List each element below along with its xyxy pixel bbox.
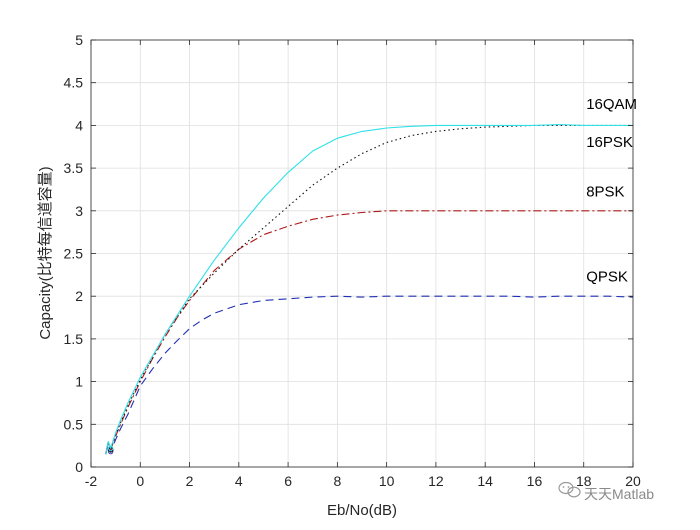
series-label-16qam: 16QAM: [586, 96, 637, 113]
x-tick-label: 20: [625, 473, 641, 489]
series-lines: [105, 123, 634, 455]
x-axis-title: Eb/No(dB): [327, 502, 397, 519]
y-axis-title: Capacity(比特每信道容量): [37, 166, 54, 339]
watermark-text: 天天Matlab: [584, 486, 654, 502]
series-line-qpsk: [105, 295, 634, 455]
y-tick-label: 3: [75, 203, 83, 219]
x-tick-label: 2: [186, 473, 194, 489]
x-tick-label: 12: [428, 473, 444, 489]
x-tick-label: 4: [235, 473, 243, 489]
y-tick-label: 4: [75, 117, 83, 133]
grid-lines: [90, 39, 634, 468]
x-tick-label: 16: [527, 473, 543, 489]
x-tick-label: -2: [85, 473, 98, 489]
series-start-marker-16qam: [108, 445, 114, 451]
series-label-16psk: 16PSK: [586, 134, 633, 151]
series-labels: 16QAM 16PSK 8PSK QPSK: [586, 96, 637, 286]
x-tick-label: 6: [284, 473, 292, 489]
series-line-16psk: [105, 124, 633, 454]
y-tick-label: 4.5: [64, 75, 84, 91]
series-line-8psk: [105, 210, 633, 454]
x-tick-label: 18: [576, 473, 592, 489]
series-label-8psk: 8PSK: [586, 183, 624, 200]
x-tick-label: 8: [333, 473, 341, 489]
y-tick-label: 2.5: [64, 246, 84, 262]
y-tick-label: 0: [75, 459, 83, 475]
series-label-qpsk: QPSK: [586, 269, 628, 286]
x-tick-label: 10: [379, 473, 395, 489]
y-tick-label: 3.5: [64, 160, 84, 176]
y-tick-label: 5: [75, 32, 83, 48]
y-tick-label: 2: [75, 288, 83, 304]
x-tick-label: 14: [477, 473, 493, 489]
watermark: 天天Matlab: [558, 481, 654, 502]
series-line-16qam: [105, 123, 633, 455]
y-tick-label: 1: [75, 374, 83, 390]
wechat-icon: [558, 481, 581, 498]
x-tick-label: 0: [136, 473, 144, 489]
y-tick-label: 1.5: [64, 331, 84, 347]
y-tick-label: 0.5: [64, 416, 84, 432]
